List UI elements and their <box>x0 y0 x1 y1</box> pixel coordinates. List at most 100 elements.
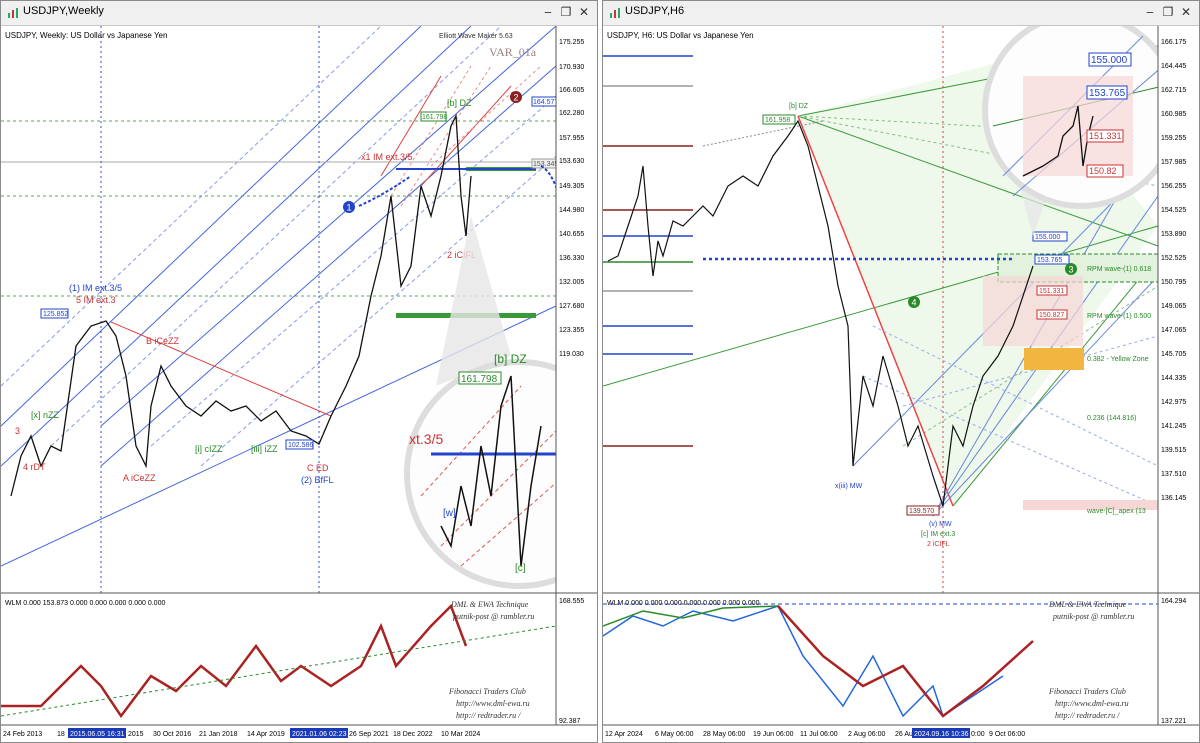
svg-text:18 Dec 2022: 18 Dec 2022 <box>393 731 433 738</box>
close-icon[interactable]: ✕ <box>578 5 590 19</box>
var-label: VAR_01a <box>489 45 537 59</box>
svg-text:170.930: 170.930 <box>559 64 584 71</box>
svg-text:153.890: 153.890 <box>1161 231 1186 238</box>
svg-text:161.798: 161.798 <box>461 374 498 385</box>
svg-text:142.975: 142.975 <box>1161 399 1186 406</box>
svg-text:155.000: 155.000 <box>1035 234 1060 241</box>
svg-text:150.795: 150.795 <box>1161 279 1186 286</box>
right-window-titlebar[interactable]: USDJPY,H6 ‒ ❐ ✕ <box>603 1 1199 26</box>
svg-text:139.570: 139.570 <box>909 508 934 515</box>
svg-text:154.525: 154.525 <box>1161 207 1186 214</box>
left-chart-window[interactable]: USDJPY,Weekly ‒ ❐ ✕ <box>0 0 598 743</box>
svg-text:151.331: 151.331 <box>1089 131 1122 141</box>
svg-text:164.445: 164.445 <box>1161 63 1186 70</box>
svg-text:[b] DZ: [b] DZ <box>494 352 527 366</box>
svg-text:26 Au: 26 Au <box>895 731 913 738</box>
maximize-icon[interactable]: ❐ <box>560 5 572 19</box>
minimize-icon[interactable]: ‒ <box>1146 5 1154 19</box>
svg-text:150.82: 150.82 <box>1089 166 1117 176</box>
svg-text:11 Jul 06:00: 11 Jul 06:00 <box>800 731 838 738</box>
indicator-label: Elliott Wave Maker 5.63 <box>439 33 513 40</box>
svg-text:2024.09.16 10:36: 2024.09.16 10:36 <box>914 731 969 738</box>
svg-text:DML & EWA Technique: DML & EWA Technique <box>1048 600 1127 609</box>
svg-text:149.065: 149.065 <box>1161 303 1186 310</box>
svg-text:RPM wave-(1) 0.500: RPM wave-(1) 0.500 <box>1087 313 1151 320</box>
svg-text:x(iii) MW: x(iii) MW <box>835 483 863 490</box>
wave-label: [b] DZ <box>447 98 472 108</box>
maximize-icon[interactable]: ❐ <box>1162 5 1174 19</box>
svg-text:153.765: 153.765 <box>1089 88 1126 99</box>
svg-text:137.221: 137.221 <box>1161 718 1186 725</box>
svg-text:24 Feb 2013: 24 Feb 2013 <box>3 731 42 738</box>
svg-text:152.525: 152.525 <box>1161 255 1186 262</box>
wave-label: (2) BfFL <box>301 475 334 485</box>
svg-text:0.236 (144.816): 0.236 (144.816) <box>1087 415 1136 422</box>
svg-text:6 May 06:00: 6 May 06:00 <box>655 731 694 738</box>
svg-text:RPM wave-(1) 0.618: RPM wave-(1) 0.618 <box>1087 266 1151 273</box>
svg-text:155.000: 155.000 <box>1091 55 1128 66</box>
wave-label: A iCeZZ <box>123 473 156 483</box>
svg-text:0.382 - Yellow Zone: 0.382 - Yellow Zone <box>1087 356 1149 363</box>
wave-label: [iii] iZZ <box>251 444 278 454</box>
left-window-titlebar[interactable]: USDJPY,Weekly ‒ ❐ ✕ <box>1 1 597 26</box>
price-tag-125: 125.852 <box>43 311 68 318</box>
svg-text:(v) MW: (v) MW <box>929 521 952 528</box>
right-chart-plot[interactable]: USDJPY, H6: US Dollar vs Japanese Yen RP… <box>603 26 1199 742</box>
left-chart-plot[interactable]: 125.852 102.586 164.577 153.345 161.798 … <box>1 26 597 742</box>
svg-text:2021.01.06 02:23: 2021.01.06 02:23 <box>292 731 347 738</box>
wlm-header: WLM 0.000 153.873 0.000 0.000 0.000 0.00… <box>5 600 165 607</box>
svg-text:[b] DZ: [b] DZ <box>789 103 809 110</box>
wave-label: 3 <box>15 426 20 436</box>
svg-text:[c]: [c] <box>515 563 526 574</box>
svg-text:21 Jan 2018: 21 Jan 2018 <box>199 731 238 738</box>
wave-label: x1 IM ext.3/5 <box>361 152 413 162</box>
wave-label: (1) IM ext.3/5 <box>69 283 122 293</box>
right-chart-subtitle: USDJPY, H6: US Dollar vs Japanese Yen <box>607 31 754 40</box>
price-tag-164: 164.577 <box>533 99 558 106</box>
close-icon[interactable]: ✕ <box>1180 5 1192 19</box>
svg-text:Fibonacci Traders Club: Fibonacci Traders Club <box>1048 687 1126 696</box>
svg-text:putnik-post @ rambler.ru: putnik-post @ rambler.ru <box>452 612 534 621</box>
svg-text:http://www.dml-ewa.ru: http://www.dml-ewa.ru <box>456 699 530 708</box>
svg-text:141.245: 141.245 <box>1161 423 1186 430</box>
wave-marker <box>510 91 522 103</box>
svg-text:149.305: 149.305 <box>559 183 584 190</box>
minimize-icon[interactable]: ‒ <box>544 5 552 19</box>
wave-label: 5 IM ext.3 <box>76 295 116 305</box>
zoom-lens: 155.000 153.765 151.331 150.82 <box>982 26 1180 236</box>
svg-text:2 Aug 06:00: 2 Aug 06:00 <box>848 731 885 738</box>
left-chart-subtitle: USDJPY, Weekly: US Dollar vs Japanese Ye… <box>5 31 167 40</box>
wave-label: 4 rDT <box>23 462 46 472</box>
svg-text:153.765: 153.765 <box>1037 257 1062 264</box>
svg-text:156.255: 156.255 <box>1161 183 1186 190</box>
svg-text:157.955: 157.955 <box>559 135 584 142</box>
svg-text:http:// redtrader.ru /: http:// redtrader.ru / <box>456 711 521 720</box>
svg-text:132.005: 132.005 <box>559 279 584 286</box>
wave-label: C ED <box>307 463 329 473</box>
svg-text:162.280: 162.280 <box>559 110 584 117</box>
svg-text:136.330: 136.330 <box>559 255 584 262</box>
right-window-title: USDJPY,H6 <box>625 5 685 17</box>
wave-label: B iCeZZ <box>146 336 180 346</box>
svg-text:26 Sep 2021: 26 Sep 2021 <box>349 731 389 738</box>
svg-text:12 Apr 2024: 12 Apr 2024 <box>605 731 643 738</box>
svg-text:2: 2 <box>514 93 519 103</box>
wave-marker: 4 <box>912 298 917 308</box>
left-window-title: USDJPY,Weekly <box>23 5 104 17</box>
right-chart-window[interactable]: USDJPY,H6 ‒ ❐ ✕ <box>602 0 1200 743</box>
svg-text:http://www.dml-ewa.ru: http://www.dml-ewa.ru <box>1055 699 1129 708</box>
svg-text:127.680: 127.680 <box>559 303 584 310</box>
svg-text:Fibonacci Traders Club: Fibonacci Traders Club <box>448 687 526 696</box>
svg-text:28 May 06:00: 28 May 06:00 <box>703 731 746 738</box>
svg-text:166.605: 166.605 <box>559 87 584 94</box>
wave-label: [i] cIZZ <box>195 444 223 454</box>
svg-text:putnik-post @ rambler.ru: putnik-post @ rambler.ru <box>1052 612 1134 621</box>
svg-text:xt.3/5: xt.3/5 <box>409 431 443 447</box>
svg-text:136.145: 136.145 <box>1161 495 1186 502</box>
svg-text:151.331: 151.331 <box>1039 288 1064 295</box>
wave-marker: 3 <box>1069 265 1074 275</box>
svg-text:153.630: 153.630 <box>559 158 584 165</box>
svg-text:145.705: 145.705 <box>1161 351 1186 358</box>
svg-text:168.555: 168.555 <box>559 598 584 605</box>
chart-icon <box>610 8 620 18</box>
